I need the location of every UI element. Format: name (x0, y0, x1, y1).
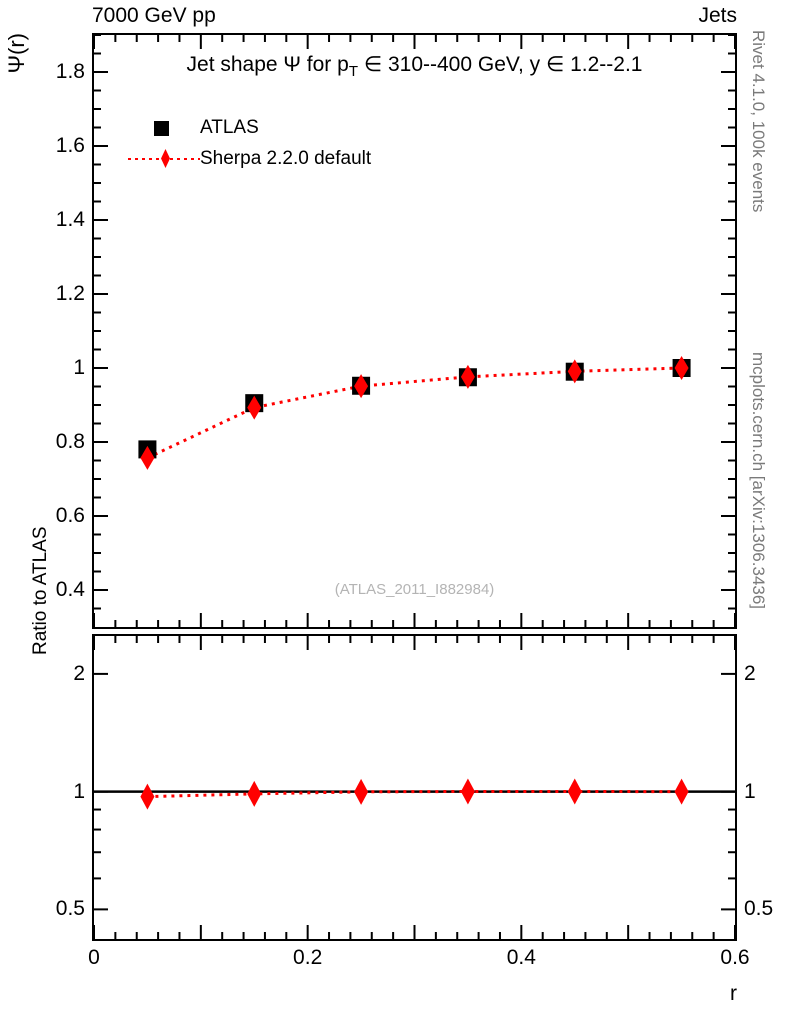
analysis-id-watermark: (ATLAS_2011_I882984) (334, 581, 495, 598)
main-y-tick-label: 0.8 (55, 430, 85, 453)
mcplots-source-credit: mcplots.cern.ch [arXiv:1306.3436] (749, 352, 768, 610)
x-tick-label: 0.4 (506, 946, 536, 969)
x-tick-label: 0 (88, 946, 100, 969)
analysis-category-label: Jets (698, 4, 737, 27)
ratio-y-tick-label-left: 0.5 (55, 897, 85, 921)
main-y-tick-label: 1.6 (55, 134, 85, 157)
plot-title-text: Jet shape Ψ for p (186, 53, 349, 76)
rivet-version-credit: Rivet 4.1.0, 100k events (749, 30, 768, 213)
ratio-y-tick-label-right: 1 (744, 779, 756, 803)
ratio-plot-canvas (94, 636, 735, 939)
diamond-marker-icon (161, 148, 170, 168)
plot-title-rest: ∈ 310--400 GeV, y ∈ 1.2--2.1 (358, 53, 643, 76)
x-axis-label: r (730, 982, 737, 1005)
main-plot-panel (92, 33, 737, 629)
main-y-tick-label: 1.4 (55, 208, 85, 231)
x-tick-label: 0.2 (293, 946, 323, 969)
ratio-plot-panel (92, 634, 737, 941)
ratio-y-tick-label-left: 2 (73, 661, 85, 685)
ratio-y-tick-label-right: 2 (744, 661, 756, 685)
main-plot-canvas (94, 35, 735, 627)
beam-energy-label: 7000 GeV pp (92, 4, 216, 27)
x-tick-label: 0.6 (720, 946, 750, 969)
legend-key-diamond (128, 148, 200, 169)
ratio-y-tick-label-left: 1 (73, 779, 85, 803)
legend-item-sherpa[interactable]: Sherpa 2.2.0 default (128, 143, 371, 174)
main-y-tick-label: 1 (73, 356, 85, 379)
main-y-tick-label: 0.6 (55, 504, 85, 527)
legend-key-square (128, 118, 200, 138)
plot-title: Jet shape Ψ for pT ∈ 310--400 GeV, y ∈ 1… (92, 52, 737, 80)
legend-item-atlas[interactable]: ATLAS (128, 112, 371, 143)
main-y-tick-label: 0.4 (55, 578, 85, 601)
main-y-tick-label: 1.8 (55, 60, 85, 83)
ratio-y-tick-label-right: 0.5 (744, 897, 774, 921)
legend-label-sherpa: Sherpa 2.2.0 default (200, 147, 372, 169)
plot-title-subscript: T (348, 63, 358, 81)
legend: ATLAS Sherpa 2.2.0 default (128, 112, 371, 174)
main-y-tick-label: 1.2 (55, 282, 85, 305)
legend-label-atlas: ATLAS (200, 116, 259, 138)
square-marker-icon (154, 120, 169, 136)
